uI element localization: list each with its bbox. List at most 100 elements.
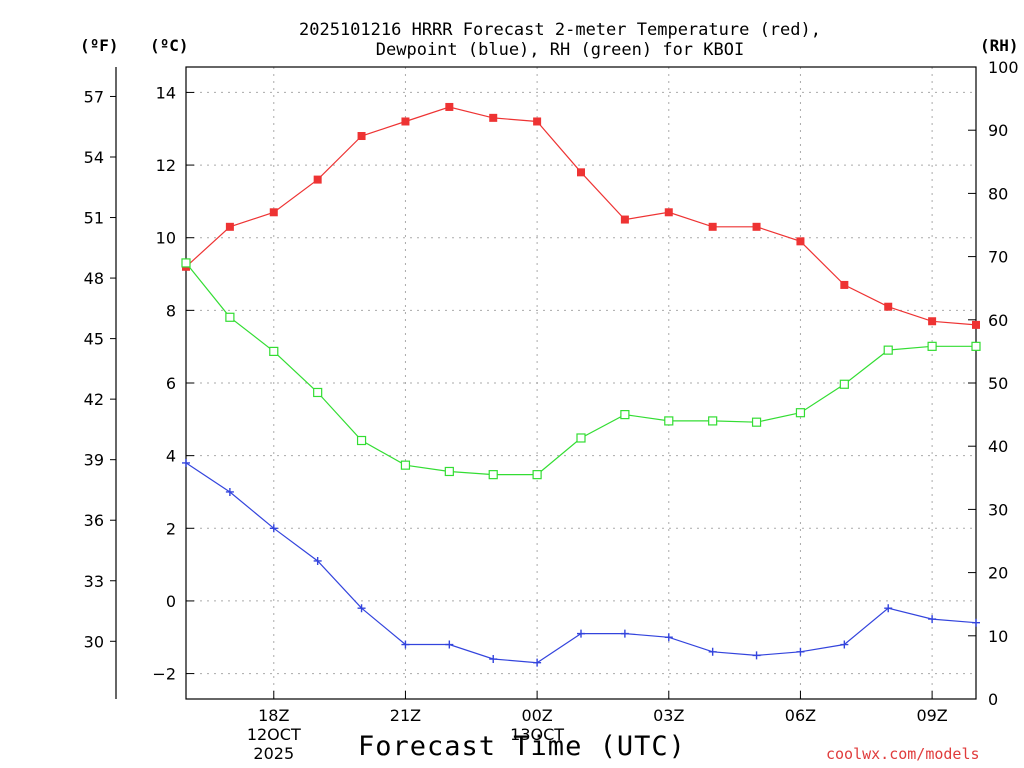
y-tick-label-rh: 50 <box>988 374 1008 393</box>
rh-point <box>971 341 981 351</box>
temperature-point <box>445 102 454 111</box>
temperature-point <box>972 320 980 329</box>
temperature-point <box>489 113 498 122</box>
y-tick-label-c: −2 <box>152 665 176 684</box>
rh-unit-label: (RH) <box>980 36 1019 55</box>
y-tick-label-rh: 30 <box>988 500 1008 519</box>
y-tick-label-c: 6 <box>166 374 176 393</box>
gridlines <box>186 67 976 699</box>
x-tick-label: 00Z <box>521 706 552 725</box>
y-tick-label-f: 54 <box>84 148 104 167</box>
dewpoint-point <box>840 640 849 649</box>
chart-title-line1: 2025101216 HRRR Forecast 2-meter Tempera… <box>299 20 821 40</box>
temperature-point <box>796 237 805 246</box>
dewpoint-point <box>972 618 980 627</box>
y-tick-label-c: 8 <box>166 301 176 320</box>
rh-point <box>708 416 718 426</box>
rh-point <box>444 466 454 477</box>
y-tick-label-c: 0 <box>166 592 176 611</box>
y-tick-label-f: 33 <box>84 572 104 591</box>
dewpoint-point <box>445 640 454 649</box>
y-tick-label-f: 39 <box>84 451 104 470</box>
x-tick-label: 2025 <box>253 744 294 763</box>
dewpoint-point <box>708 647 717 656</box>
fahrenheit-unit-label: (ºF) <box>80 36 119 55</box>
dewpoint-point <box>225 487 234 496</box>
y-tick-label-c: 12 <box>156 156 176 175</box>
y-tick-label-rh: 60 <box>988 311 1008 330</box>
dewpoint-point <box>577 629 585 638</box>
rh-point <box>927 341 937 351</box>
axis-ticks: −2 0 2 4 6 8 10 12 14 30 33 36 39 42 45 48 51 54 57 0 10 20 30… <box>84 58 1019 763</box>
y-tick-label-f: 45 <box>84 330 104 349</box>
temperature-point <box>533 117 542 126</box>
rh-point <box>225 312 235 322</box>
rh-point <box>269 346 279 356</box>
rh-point <box>664 416 674 426</box>
y-tick-label-f: 42 <box>84 390 104 409</box>
temperature-point <box>620 215 629 224</box>
x-axis-title: Forecast Time (UTC) <box>358 731 686 762</box>
rh-point <box>620 410 630 420</box>
y-tick-label-c: 2 <box>166 519 176 538</box>
dewpoint-point <box>664 633 673 642</box>
plot-frame <box>185 66 977 700</box>
rh-point <box>400 460 411 470</box>
y-tick-label-rh: 40 <box>988 437 1008 456</box>
x-tick-label: 03Z <box>653 706 684 725</box>
temperature-point <box>708 222 717 231</box>
site-credit: coolwx.com/models <box>826 745 980 763</box>
y-tick-label-c: 10 <box>156 229 176 248</box>
y-tick-label-f: 57 <box>84 87 104 106</box>
temperature-point <box>269 208 278 217</box>
y-tick-label-f: 48 <box>84 269 104 288</box>
dewpoint-point <box>269 524 278 533</box>
rh-point <box>883 345 893 355</box>
temperature-point <box>752 222 761 231</box>
rh-point <box>795 408 806 418</box>
dewpoint-point <box>620 629 629 638</box>
rh-point <box>532 470 542 480</box>
series-line-rh <box>185 262 976 476</box>
rh-point <box>181 258 191 268</box>
y-tick-label-c: 14 <box>156 83 176 102</box>
y-tick-label-rh: 10 <box>988 627 1008 646</box>
temperature-point <box>225 222 234 231</box>
rh-point <box>751 417 762 427</box>
temperature-point <box>884 302 893 311</box>
y-tick-label-f: 51 <box>84 209 104 228</box>
y-tick-label-rh: 80 <box>988 184 1008 203</box>
dewpoint-point <box>357 604 366 613</box>
temperature-point <box>357 132 366 141</box>
series-line-temperature <box>185 106 977 326</box>
celsius-unit-label: (ºC) <box>150 36 189 55</box>
x-tick-label: 13OCT <box>510 725 564 744</box>
dewpoint-point <box>752 651 761 660</box>
y-tick-label-c: 4 <box>166 447 176 466</box>
y-tick-label-rh: 0 <box>988 690 998 709</box>
dewpoint-point <box>884 604 893 613</box>
dewpoint-point <box>928 615 937 624</box>
dewpoint-point <box>313 556 322 565</box>
x-tick-label: 18Z <box>258 706 289 725</box>
dewpoint-point <box>182 458 190 467</box>
temperature-point <box>577 168 585 177</box>
dewpoint-point <box>796 647 805 656</box>
x-tick-label: 12OCT <box>247 725 301 744</box>
y-tick-label-rh: 20 <box>988 564 1008 583</box>
x-tick-label: 21Z <box>390 706 421 725</box>
chart-title-line2: Dewpoint (blue), RH (green) for KBOI <box>375 40 745 60</box>
rh-point <box>356 435 367 446</box>
rh-point <box>488 470 498 480</box>
y-tick-label-f: 30 <box>84 632 104 651</box>
x-tick-label: 09Z <box>916 706 947 725</box>
rh-point <box>839 379 849 389</box>
y-tick-label-f: 36 <box>84 511 104 530</box>
series-layer <box>181 102 981 667</box>
temperature-point <box>928 317 937 326</box>
dewpoint-point <box>533 658 542 667</box>
rh-point <box>313 387 323 398</box>
dewpoint-point <box>489 655 498 664</box>
y-tick-label-rh: 70 <box>988 248 1008 267</box>
